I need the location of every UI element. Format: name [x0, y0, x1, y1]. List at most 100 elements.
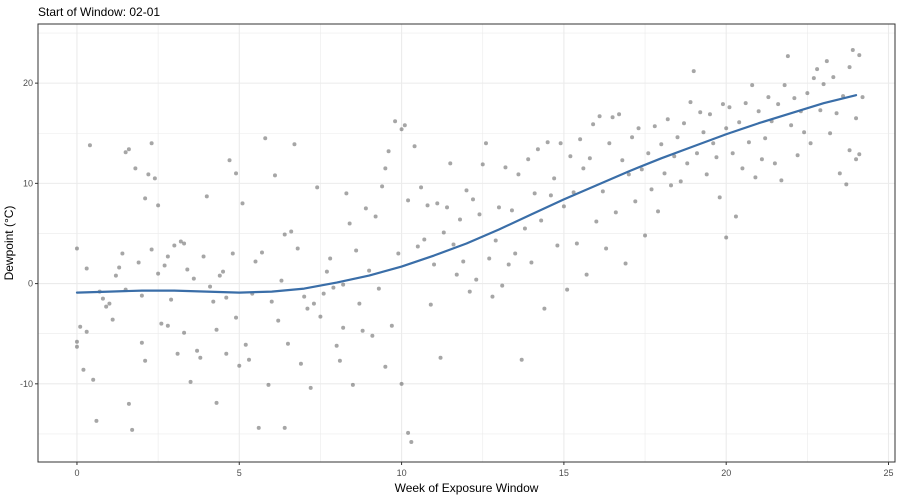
data-point [188, 379, 193, 384]
data-point [438, 355, 443, 360]
data-point [402, 123, 407, 128]
data-point [850, 48, 855, 53]
data-point [234, 171, 239, 176]
data-point [805, 91, 810, 96]
data-point [496, 205, 501, 210]
data-point [474, 277, 479, 282]
data-point [568, 154, 573, 159]
data-point [139, 340, 144, 345]
data-point [230, 251, 235, 256]
data-point [500, 283, 505, 288]
data-point [545, 140, 550, 145]
data-point [623, 261, 628, 266]
data-point [574, 241, 579, 246]
data-point [604, 246, 609, 251]
data-point [318, 314, 323, 319]
data-point [357, 301, 362, 306]
x-tick-label: 5 [237, 468, 242, 478]
smooth-trend-line [75, 94, 858, 294]
data-point [266, 382, 271, 387]
x-tick-label: 0 [74, 468, 79, 478]
data-point [360, 328, 365, 333]
data-point [386, 149, 391, 154]
data-point [828, 131, 833, 136]
data-point [581, 166, 586, 171]
data-point [740, 166, 745, 171]
data-point [753, 175, 758, 180]
data-point [221, 269, 226, 274]
data-point [555, 243, 560, 248]
data-point [558, 141, 563, 146]
data-point [104, 304, 109, 309]
data-point [802, 130, 807, 135]
data-point [169, 297, 174, 302]
data-point [113, 273, 118, 278]
data-point [415, 244, 420, 249]
data-point [854, 116, 859, 121]
data-point [724, 126, 729, 131]
data-point [669, 183, 674, 188]
data-point [467, 289, 472, 294]
data-point [337, 358, 342, 363]
data-point [649, 187, 654, 192]
data-point [626, 172, 631, 177]
data-point [376, 286, 381, 291]
data-point [74, 246, 79, 251]
data-point [412, 144, 417, 149]
data-point [324, 269, 329, 274]
data-point [136, 260, 141, 265]
data-point [750, 83, 755, 88]
data-point [470, 197, 475, 202]
data-point [837, 171, 842, 176]
y-tick-label: -10 [20, 379, 33, 389]
data-point [74, 339, 79, 344]
data-point [305, 306, 310, 311]
data-point [724, 235, 729, 240]
data-point [454, 272, 459, 277]
data-point [652, 124, 657, 129]
data-point [178, 239, 183, 244]
data-point [441, 230, 446, 235]
data-point [298, 361, 303, 366]
data-point [247, 357, 252, 362]
data-point [126, 401, 131, 406]
data-point [419, 185, 424, 190]
data-point [733, 214, 738, 219]
data-point [201, 254, 206, 259]
data-point [617, 112, 622, 117]
data-point [422, 237, 427, 242]
data-point [766, 95, 771, 100]
data-point [785, 54, 790, 59]
data-point [542, 306, 547, 311]
data-point [646, 151, 651, 156]
data-point [571, 190, 576, 195]
data-point [224, 295, 229, 300]
data-point [143, 358, 148, 363]
data-point [561, 204, 566, 209]
data-point [509, 208, 514, 213]
data-point [656, 209, 661, 214]
data-point [152, 176, 157, 181]
data-point [535, 147, 540, 152]
data-point [717, 195, 722, 200]
data-point [78, 324, 83, 329]
data-point [363, 206, 368, 211]
data-point [432, 262, 437, 267]
data-point [483, 141, 488, 146]
data-point [811, 76, 816, 81]
data-point [451, 242, 456, 247]
data-point [341, 282, 346, 287]
data-point [600, 189, 605, 194]
data-point [789, 123, 794, 128]
data-point [630, 135, 635, 140]
panel-border [37, 23, 896, 463]
data-point [295, 246, 300, 251]
data-point [289, 229, 294, 234]
data-point [461, 259, 466, 264]
data-point [263, 136, 268, 141]
data-point [707, 112, 712, 117]
data-point [513, 251, 518, 256]
data-point [691, 69, 696, 74]
data-point [331, 285, 336, 290]
